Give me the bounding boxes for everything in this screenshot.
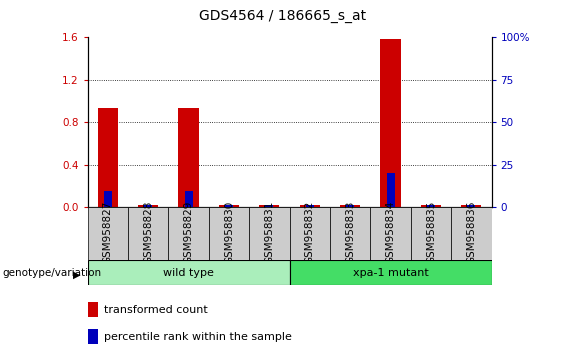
Bar: [88, 329, 98, 344]
Bar: [225, 205, 233, 207]
Text: GSM958832: GSM958832: [305, 201, 315, 264]
Bar: [346, 205, 354, 207]
Bar: [88, 302, 98, 317]
Bar: [340, 205, 360, 207]
Bar: [461, 205, 481, 207]
Bar: [386, 173, 394, 207]
Bar: [371, 207, 411, 260]
Bar: [290, 207, 330, 260]
Text: GSM958833: GSM958833: [345, 201, 355, 264]
Bar: [179, 108, 199, 207]
Text: GSM958829: GSM958829: [184, 201, 194, 264]
Text: transformed count: transformed count: [104, 304, 207, 315]
Text: xpa-1 mutant: xpa-1 mutant: [353, 268, 428, 278]
Text: genotype/variation: genotype/variation: [3, 268, 102, 278]
Bar: [427, 205, 435, 207]
Bar: [299, 205, 320, 207]
Text: GSM958834: GSM958834: [385, 201, 396, 264]
Bar: [168, 207, 209, 260]
Bar: [209, 207, 249, 260]
Bar: [185, 190, 193, 207]
Bar: [451, 207, 492, 260]
Text: GSM958831: GSM958831: [264, 201, 275, 264]
Bar: [128, 207, 168, 260]
Text: percentile rank within the sample: percentile rank within the sample: [104, 331, 292, 342]
Bar: [219, 205, 239, 207]
Text: GSM958835: GSM958835: [426, 201, 436, 264]
Bar: [249, 207, 289, 260]
Bar: [380, 39, 401, 207]
Text: GSM958830: GSM958830: [224, 201, 234, 264]
Bar: [266, 205, 273, 207]
Bar: [306, 205, 314, 207]
Text: ▶: ▶: [72, 269, 80, 279]
Bar: [138, 205, 158, 207]
Bar: [104, 190, 112, 207]
Bar: [290, 260, 492, 285]
Text: GSM958827: GSM958827: [103, 201, 113, 264]
Text: GSM958836: GSM958836: [466, 201, 476, 264]
Text: wild type: wild type: [163, 268, 214, 278]
Text: GSM958828: GSM958828: [143, 201, 153, 264]
Bar: [88, 260, 290, 285]
Text: GDS4564 / 186665_s_at: GDS4564 / 186665_s_at: [199, 9, 366, 23]
Bar: [144, 205, 152, 207]
Bar: [467, 205, 475, 207]
Bar: [330, 207, 371, 260]
Bar: [259, 205, 280, 207]
Bar: [411, 207, 451, 260]
Bar: [98, 108, 118, 207]
Bar: [88, 207, 128, 260]
Bar: [421, 205, 441, 207]
